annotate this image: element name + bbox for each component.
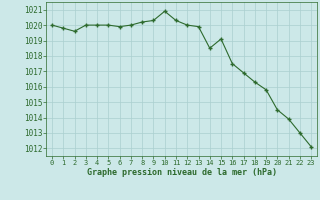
X-axis label: Graphe pression niveau de la mer (hPa): Graphe pression niveau de la mer (hPa) bbox=[87, 168, 276, 177]
